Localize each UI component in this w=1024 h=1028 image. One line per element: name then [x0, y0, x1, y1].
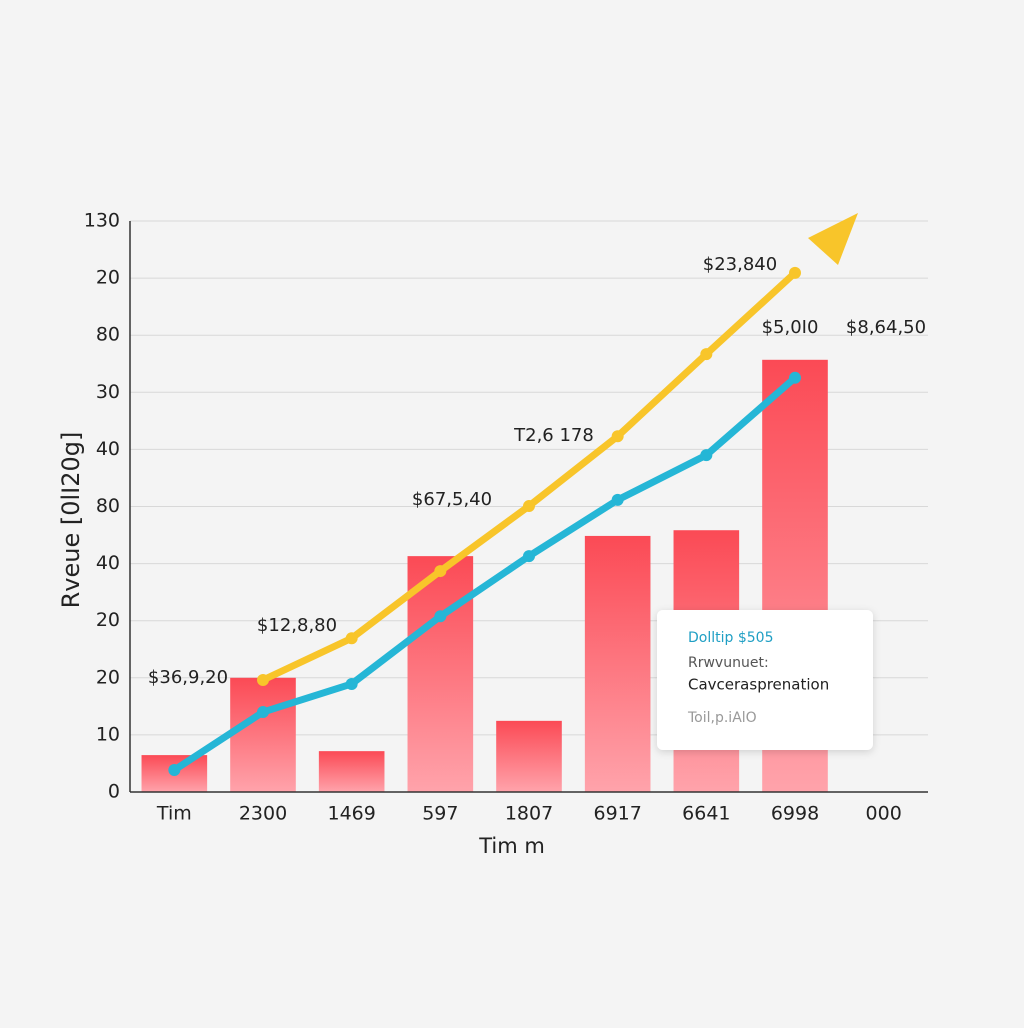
tooltip-text: Cavcerasprenation	[688, 676, 829, 694]
line-point	[345, 632, 358, 645]
x-tick-label: 1807	[505, 803, 553, 825]
x-tick-label: 6917	[593, 803, 641, 825]
line-point	[523, 500, 535, 513]
line-point	[523, 550, 535, 563]
line-point	[611, 493, 624, 506]
bar	[584, 535, 651, 792]
line	[170, 374, 799, 774]
line-point	[434, 610, 447, 623]
bar	[318, 751, 385, 792]
y-tick-label: 130	[84, 210, 120, 232]
y-tick-label: 10	[96, 723, 120, 745]
x-tick-label: Tim	[156, 803, 192, 825]
x-tick-label: 6998	[771, 803, 819, 825]
data-annotation: T2,6 178	[513, 425, 594, 446]
tooltip-text: Rrwvunuet:	[688, 655, 769, 671]
line-point	[257, 706, 269, 719]
data-annotation: $12,8,80	[257, 615, 337, 636]
y-tick-label: 20	[96, 267, 120, 289]
data-annotation: $23,840	[703, 254, 777, 275]
tooltip-box	[657, 610, 873, 750]
line-point	[168, 764, 181, 777]
line-point	[257, 673, 269, 686]
tooltip: Dolltip $505 Rrwvunuet: Cavcerasprenatio…	[657, 610, 873, 750]
x-tick-label: 6641	[682, 803, 730, 825]
bar	[407, 556, 474, 792]
line-point	[700, 449, 713, 462]
tooltip-title: Dolltip $505	[688, 630, 773, 646]
line-point	[434, 565, 447, 578]
x-tick-label: 000	[866, 803, 902, 825]
bar	[496, 720, 562, 792]
y-tick-label: 30	[96, 381, 120, 403]
line-point	[789, 266, 801, 279]
data-annotation: $67,5,40	[412, 489, 492, 510]
line-point	[611, 430, 624, 443]
x-tick-label: 1469	[327, 803, 375, 825]
data-annotation: $5,0I0	[762, 317, 819, 338]
y-tick-label: 80	[96, 495, 120, 517]
y-tick-label: 20	[96, 666, 120, 688]
line-point	[345, 677, 358, 690]
line-point	[789, 371, 801, 384]
x-tick-label: 2300	[239, 803, 287, 825]
arrow-head	[808, 213, 858, 265]
y-tick-label: 40	[96, 438, 120, 460]
tooltip-text: Toil,p.iAlO	[687, 710, 757, 726]
data-annotation: $36,9,20	[148, 667, 228, 688]
y-tick-label: 80	[96, 324, 120, 346]
y-tick-label: 0	[108, 781, 120, 803]
y-tick-label: 40	[96, 552, 120, 574]
x-tick-label: 597	[422, 803, 458, 825]
line-point	[700, 348, 713, 361]
data-annotation: $8,64,50	[846, 317, 926, 338]
y-tick-label: 20	[96, 609, 120, 631]
y-axis-title: Rveue [0lI20g]	[57, 432, 85, 609]
bar	[230, 677, 296, 792]
x-axis-title: Tim m	[478, 834, 545, 858]
